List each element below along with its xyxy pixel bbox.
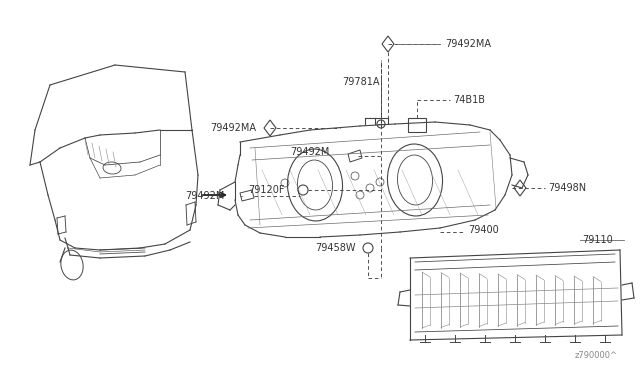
Text: 79492M: 79492M — [290, 147, 330, 157]
Text: 79498N: 79498N — [548, 183, 586, 193]
Text: 79400: 79400 — [468, 225, 499, 235]
Text: 79492MA: 79492MA — [445, 39, 491, 49]
Text: 79120F: 79120F — [248, 185, 285, 195]
Text: 79458W: 79458W — [315, 243, 355, 253]
Text: z790000^: z790000^ — [575, 351, 618, 360]
Bar — [408, 118, 426, 132]
Text: 79781A: 79781A — [342, 77, 380, 87]
Text: 79492M: 79492M — [185, 191, 225, 201]
Text: 79110: 79110 — [582, 235, 612, 245]
Text: 79492MA: 79492MA — [210, 123, 256, 133]
Text: 74B1B: 74B1B — [453, 95, 485, 105]
